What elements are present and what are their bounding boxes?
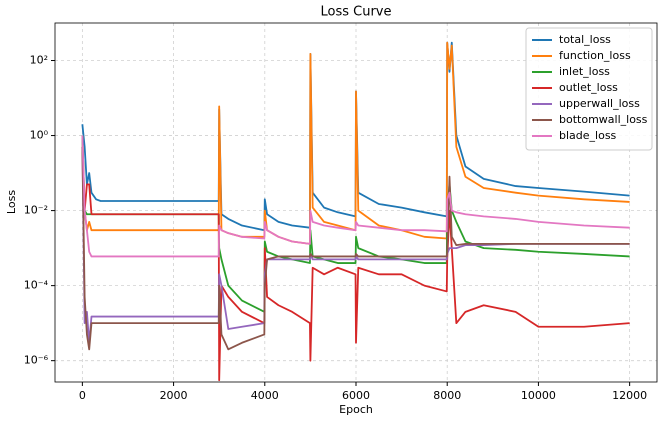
- legend-label: outlet_loss: [559, 81, 618, 94]
- legend-label: upperwall_loss: [559, 97, 640, 110]
- legend-label: function_loss: [559, 49, 631, 62]
- y-axis-label: Loss: [5, 190, 18, 214]
- legend-label: total_loss: [559, 33, 611, 46]
- x-axis-label: Epoch: [339, 403, 373, 416]
- plot-lines: [81, 41, 630, 382]
- plot-frame: [54, 22, 658, 383]
- legend-box: [525, 27, 653, 151]
- x-tick-label: 2000: [160, 389, 188, 402]
- loss-line: [81, 146, 630, 382]
- y-tick-label: 10⁰: [30, 129, 49, 142]
- legend-label: inlet_loss: [559, 65, 610, 78]
- x-tick-label: 8000: [433, 389, 461, 402]
- y-tick-label: 10⁻⁴: [24, 279, 49, 292]
- y-tick-label: 10²: [30, 54, 48, 67]
- x-tick-label: 0: [79, 389, 86, 402]
- x-tick-label: 12000: [612, 389, 647, 402]
- x-tick-label: 10000: [521, 389, 556, 402]
- loss-line: [81, 135, 630, 258]
- x-tick-label: 6000: [342, 389, 370, 402]
- x-tick-label: 4000: [251, 389, 279, 402]
- legend-label: blade_loss: [559, 129, 617, 142]
- y-tick-label: 10⁻²: [24, 204, 48, 217]
- legend-label: bottomwall_loss: [559, 113, 648, 126]
- y-tick-label: 10⁻⁶: [24, 354, 49, 367]
- loss-line: [81, 41, 630, 245]
- chart-title: Loss Curve: [321, 5, 392, 20]
- loss-line: [81, 146, 630, 351]
